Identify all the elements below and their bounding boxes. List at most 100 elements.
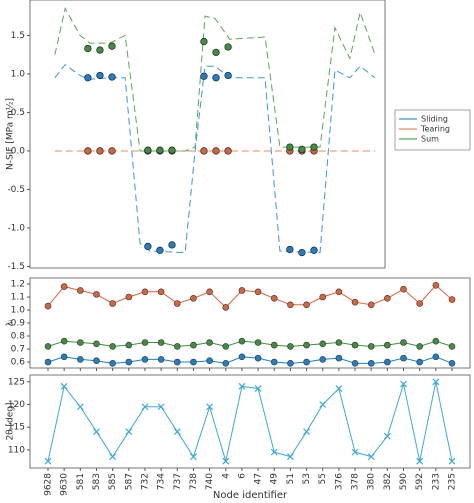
marker — [141, 288, 149, 296]
x-tick-label: 233 — [431, 473, 441, 490]
marker — [77, 356, 84, 363]
marker — [206, 357, 213, 365]
y-tick-label: 1.0 — [11, 69, 26, 79]
marker — [367, 360, 375, 367]
y-tick-label: 1.5 — [11, 31, 25, 41]
x-tick-label: 590 — [399, 473, 409, 490]
y-tick-label: 1.1 — [11, 292, 25, 302]
x-tick-label: 583 — [92, 473, 102, 490]
point — [286, 143, 294, 151]
marker — [44, 302, 52, 310]
marker — [432, 337, 440, 345]
series-line — [54, 7, 376, 152]
marker — [190, 358, 197, 366]
marker — [109, 453, 117, 461]
point — [224, 43, 232, 51]
marker — [77, 287, 84, 294]
marker — [351, 298, 359, 306]
marker — [109, 300, 116, 307]
x-tick-label: 581 — [76, 473, 86, 490]
marker — [60, 337, 68, 345]
marker — [125, 428, 133, 436]
point — [168, 146, 176, 154]
marker — [190, 341, 197, 349]
marker — [416, 358, 423, 366]
marker — [109, 360, 116, 367]
marker — [270, 358, 278, 366]
marker — [141, 339, 149, 346]
y-tick-label: 0.6 — [11, 358, 26, 368]
y-axis-label: N-SIF [MPa m½] — [6, 98, 16, 170]
marker — [287, 360, 294, 367]
marker — [335, 288, 343, 296]
x-tick-label: 51 — [286, 473, 296, 484]
marker — [303, 301, 310, 309]
marker — [303, 428, 310, 436]
y-tick-label: 110 — [8, 445, 25, 455]
marker — [351, 341, 359, 349]
marker — [416, 343, 423, 350]
y-tick-label: 125 — [8, 377, 25, 387]
x-tick-label: 47 — [254, 473, 264, 484]
marker — [432, 353, 440, 361]
x-tick-label: 740 — [205, 473, 215, 490]
marker — [60, 353, 68, 361]
point — [200, 37, 208, 46]
marker — [157, 356, 165, 363]
y-tick-label: 1.0 — [11, 305, 26, 315]
series-line — [47, 284, 453, 309]
marker — [254, 339, 262, 346]
marker — [60, 382, 68, 390]
marker — [238, 287, 246, 294]
series-line — [47, 340, 453, 347]
y-tick-label: 0.7 — [11, 345, 25, 355]
y-tick-label: 0.5 — [11, 108, 25, 118]
x-tick-label: 235 — [448, 473, 458, 490]
x-tick-label: 378 — [351, 473, 361, 490]
point — [224, 71, 232, 80]
marker — [238, 353, 246, 361]
marker — [157, 288, 165, 296]
x-tick-label: 737 — [173, 473, 183, 490]
point — [156, 146, 164, 154]
marker — [222, 343, 230, 350]
marker — [384, 341, 391, 349]
marker — [254, 385, 262, 393]
marker — [351, 360, 359, 367]
x-tick-label: 592 — [415, 473, 425, 490]
point — [84, 147, 92, 155]
point — [108, 147, 116, 155]
marker — [416, 300, 423, 307]
marker — [448, 343, 456, 350]
marker — [400, 285, 407, 293]
marker — [335, 339, 343, 346]
marker — [384, 358, 391, 366]
marker — [44, 358, 52, 366]
marker — [367, 343, 375, 350]
marker — [416, 457, 424, 465]
marker — [141, 403, 149, 411]
point — [310, 246, 318, 254]
marker — [287, 301, 294, 309]
marker — [222, 360, 230, 367]
marker — [367, 453, 375, 461]
marker — [157, 339, 165, 346]
legend-label: Tearing — [420, 125, 450, 134]
y-axis-label: 2θ [deg] — [6, 402, 16, 440]
marker — [335, 354, 343, 362]
x-tick-label: 9628 — [44, 473, 54, 496]
marker — [222, 304, 230, 311]
y-tick-label: 0.0 — [11, 146, 26, 156]
x-tick-label: 734 — [157, 473, 167, 490]
x-tick-label: 53 — [302, 473, 312, 484]
marker — [125, 358, 133, 366]
marker — [222, 457, 230, 465]
marker — [400, 380, 407, 388]
point — [84, 44, 92, 53]
marker — [270, 341, 278, 349]
legend-label: Sliding — [421, 115, 448, 124]
marker — [351, 448, 359, 456]
y-tick-label: 115 — [8, 423, 25, 433]
marker — [77, 339, 84, 346]
